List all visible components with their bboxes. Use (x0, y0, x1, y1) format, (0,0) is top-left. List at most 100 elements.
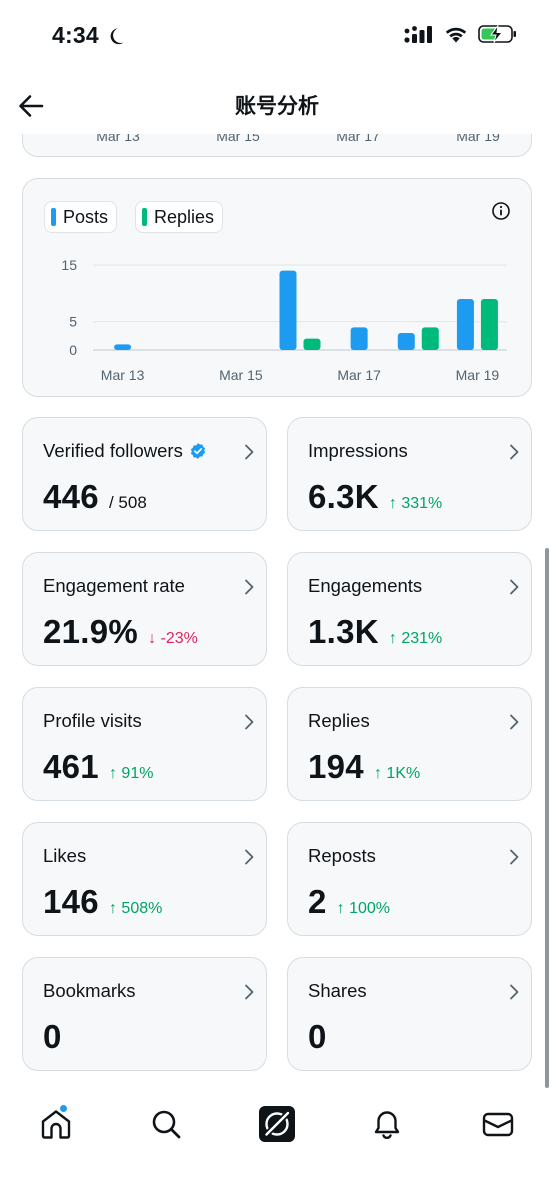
chevron-right-icon (245, 984, 254, 1000)
y-tick-label: 15 (61, 257, 77, 273)
arrow-up-icon: ↑ (108, 765, 122, 782)
status-icons (404, 24, 518, 44)
metric-label-text: Verified followers (43, 440, 183, 461)
metric-change-value: -23% (160, 630, 198, 647)
metric-value: 0 (308, 1018, 327, 1055)
metric-card-reposts[interactable]: Reposts 2 ↑ 100% (287, 822, 532, 936)
metric-change: ↓ -23% (148, 630, 198, 648)
battery-charging-icon (478, 25, 516, 43)
chevron-right-icon (510, 714, 519, 730)
metric-card-shares[interactable]: Shares 0 (287, 957, 532, 1071)
bell-icon[interactable] (367, 1104, 407, 1144)
metric-card-verified-followers[interactable]: Verified followers 446 / 508 (22, 417, 267, 531)
metric-value-row: 446 / 508 (43, 478, 147, 516)
verified-badge-icon (190, 443, 205, 459)
metric-value-row: 0 (308, 1018, 327, 1056)
arrow-up-icon: ↑ (388, 630, 402, 647)
metric-label-text: Engagements (308, 575, 423, 596)
metric-label-text: Likes (43, 845, 87, 866)
metric-value-row: 6.3K ↑ 331% (308, 478, 442, 516)
legend-replies-label: Replies (154, 206, 215, 227)
metric-change-value: 231% (401, 630, 443, 647)
metric-card-replies[interactable]: Replies 194 ↑ 1K% (287, 687, 532, 801)
arrow-up-icon: ↑ (388, 495, 402, 512)
status-bar: 4:34 (0, 0, 554, 76)
metric-card-bookmarks[interactable]: Bookmarks 0 (22, 957, 267, 1071)
metric-label-text: Bookmarks (43, 980, 136, 1001)
status-time: 4:34 (52, 22, 99, 48)
metric-label: Reposts (308, 845, 376, 867)
bar-replies (480, 299, 498, 350)
y-tick-label: 5 (69, 314, 77, 330)
bar-posts (279, 270, 297, 350)
x-tick-label: Mar 13 (101, 367, 145, 383)
arrow-up-icon: ↑ (336, 900, 350, 917)
metric-label-text: Profile visits (43, 710, 142, 731)
home-notification-dot (60, 1105, 67, 1112)
search-icon[interactable] (146, 1104, 186, 1144)
chevron-right-icon (245, 444, 254, 460)
x-tick-label: Mar 17 (337, 367, 381, 383)
metric-label-text: Shares (308, 980, 367, 1001)
mail-icon[interactable] (478, 1104, 518, 1144)
posts-replies-chart-card: Posts Replies 0 5 15 Mar 13 Mar 15 Mar 17 Mar … (22, 178, 532, 397)
metric-value: 446 (43, 478, 99, 515)
metric-label: Engagements (308, 575, 422, 597)
wifi-icon (445, 27, 467, 43)
metric-value-row: 2 ↑ 100% (308, 883, 390, 921)
header: 账号分析 (0, 76, 554, 134)
metric-label: Replies (308, 710, 370, 732)
bar-posts (350, 327, 368, 350)
back-arrow-icon[interactable] (17, 93, 45, 119)
legend-posts[interactable]: Posts (44, 201, 118, 233)
legend-posts-swatch (51, 208, 56, 226)
metric-card-engagement-rate[interactable]: Engagement rate 21.9% ↓ -23% (22, 552, 267, 666)
metric-change-value: 1K% (386, 765, 421, 782)
bar-posts (114, 344, 132, 350)
metric-value-row: 1.3K ↑ 231% (308, 613, 442, 651)
metric-label: Impressions (308, 440, 408, 462)
legend-posts-label: Posts (63, 206, 109, 227)
metric-card-profile-visits[interactable]: Profile visits 461 ↑ 91% (22, 687, 267, 801)
metric-value: 146 (43, 883, 99, 920)
legend-replies[interactable]: Replies (135, 201, 224, 233)
chevron-right-icon (510, 579, 519, 595)
bar-chart: 0 5 15 Mar 13 Mar 15 Mar 17 Mar 19 (61, 257, 507, 383)
metric-value: 21.9% (43, 613, 139, 650)
x-tick-label: Mar 15 (219, 367, 263, 383)
metric-value-row: 0 (43, 1018, 62, 1056)
metric-card-impressions[interactable]: Impressions 6.3K ↑ 331% (287, 417, 532, 531)
metric-label: Shares (308, 980, 367, 1002)
home-icon[interactable] (36, 1104, 76, 1144)
metric-change: ↑ 91% (109, 765, 153, 783)
metric-label-text: Replies (308, 710, 370, 731)
metric-value-row: 146 ↑ 508% (43, 883, 162, 921)
metric-value: 0 (43, 1018, 62, 1055)
metric-change-value: 508% (121, 900, 163, 917)
metric-change-value: 91% (121, 765, 154, 782)
legend-replies-swatch (142, 208, 147, 226)
moon-icon (110, 28, 124, 45)
metric-label: Bookmarks (43, 980, 136, 1002)
tab-bar (0, 1092, 554, 1200)
scrollbar[interactable] (545, 548, 549, 1088)
metric-label: Engagement rate (43, 575, 185, 597)
metric-label: Verified followers (43, 440, 207, 462)
metric-change-value: 331% (401, 495, 443, 512)
metric-value-row: 21.9% ↓ -23% (43, 613, 198, 651)
bar-posts (397, 333, 415, 350)
grok-icon[interactable] (257, 1104, 297, 1144)
metric-label: Likes (43, 845, 86, 867)
metric-value: 6.3K (308, 478, 379, 515)
metric-change: ↑ 508% (109, 900, 162, 918)
metric-card-likes[interactable]: Likes 146 ↑ 508% (22, 822, 267, 936)
info-icon[interactable] (491, 201, 511, 221)
metric-total: / 508 (108, 493, 147, 512)
chevron-right-icon (245, 579, 254, 595)
chevron-right-icon (510, 984, 519, 1000)
page-title: 账号分析 (235, 95, 319, 118)
metric-card-engagements[interactable]: Engagements 1.3K ↑ 231% (287, 552, 532, 666)
bar-replies (303, 338, 321, 350)
metric-label-text: Reposts (308, 845, 376, 866)
